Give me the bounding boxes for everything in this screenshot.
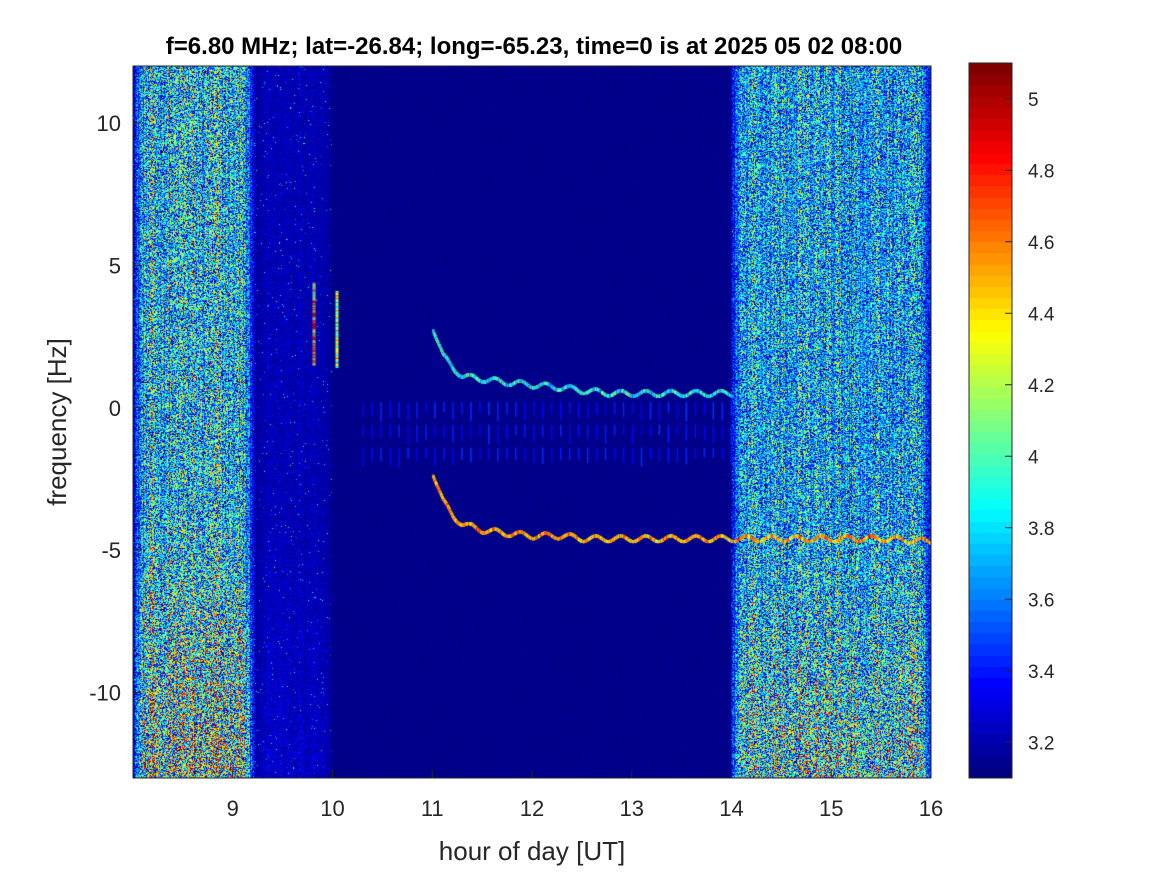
y-tick-label: 10 — [97, 111, 121, 136]
y-tick-label: 5 — [109, 253, 121, 278]
plot-area: 9 10 11 12 13 14 15 16 10 5 0 -5 -10 — [89, 65, 943, 821]
x-tick-label: 12 — [520, 796, 544, 821]
colorbar-tick-label: 4 — [1028, 447, 1039, 468]
colorbar: 5 4.8 4.6 4.4 4.2 4 3.8 3.6 3.4 3.2 — [968, 62, 1055, 779]
colorbar-tick-label: 4.2 — [1028, 376, 1054, 397]
colorbar-tick-label: 3.2 — [1028, 733, 1054, 754]
chart-title: f=6.80 MHz; lat=-26.84; long=-65.23, tim… — [166, 33, 902, 60]
y-tick-label: -10 — [89, 681, 121, 706]
x-tick-label: 10 — [320, 796, 344, 821]
colorbar-frame — [968, 62, 1013, 779]
colorbar-tick-label: 3.6 — [1028, 590, 1054, 611]
y-axis-label: frequency [Hz] — [42, 338, 72, 506]
x-axis-label: hour of day [UT] — [439, 836, 625, 866]
colorbar-tick-label: 3.8 — [1028, 519, 1054, 540]
x-tick-label: 9 — [227, 796, 239, 821]
colorbar-tick-label: 5 — [1028, 90, 1039, 111]
colorbar-ticks: 5 4.8 4.6 4.4 4.2 4 3.8 3.6 3.4 3.2 — [1005, 90, 1055, 754]
colorbar-gradient — [969, 63, 1012, 778]
colorbar-tick-label: 4.6 — [1028, 233, 1054, 254]
x-axis: 9 10 11 12 13 14 15 16 — [227, 770, 943, 821]
y-tick-label: 0 — [109, 396, 121, 421]
y-tick-label: -5 — [101, 538, 121, 563]
colorbar-tick-label: 3.4 — [1028, 662, 1055, 683]
x-tick-label: 13 — [620, 796, 644, 821]
colorbar-tick-label: 4.4 — [1028, 304, 1055, 325]
x-tick-label: 14 — [719, 796, 743, 821]
x-tick-label: 11 — [421, 796, 444, 821]
spectrogram-heatmap — [133, 66, 931, 778]
x-tick-label: 16 — [919, 796, 943, 821]
colorbar-tick-label: 4.8 — [1028, 161, 1054, 182]
x-tick-label: 15 — [819, 796, 843, 821]
y-axis: 10 5 0 -5 -10 — [89, 111, 141, 706]
